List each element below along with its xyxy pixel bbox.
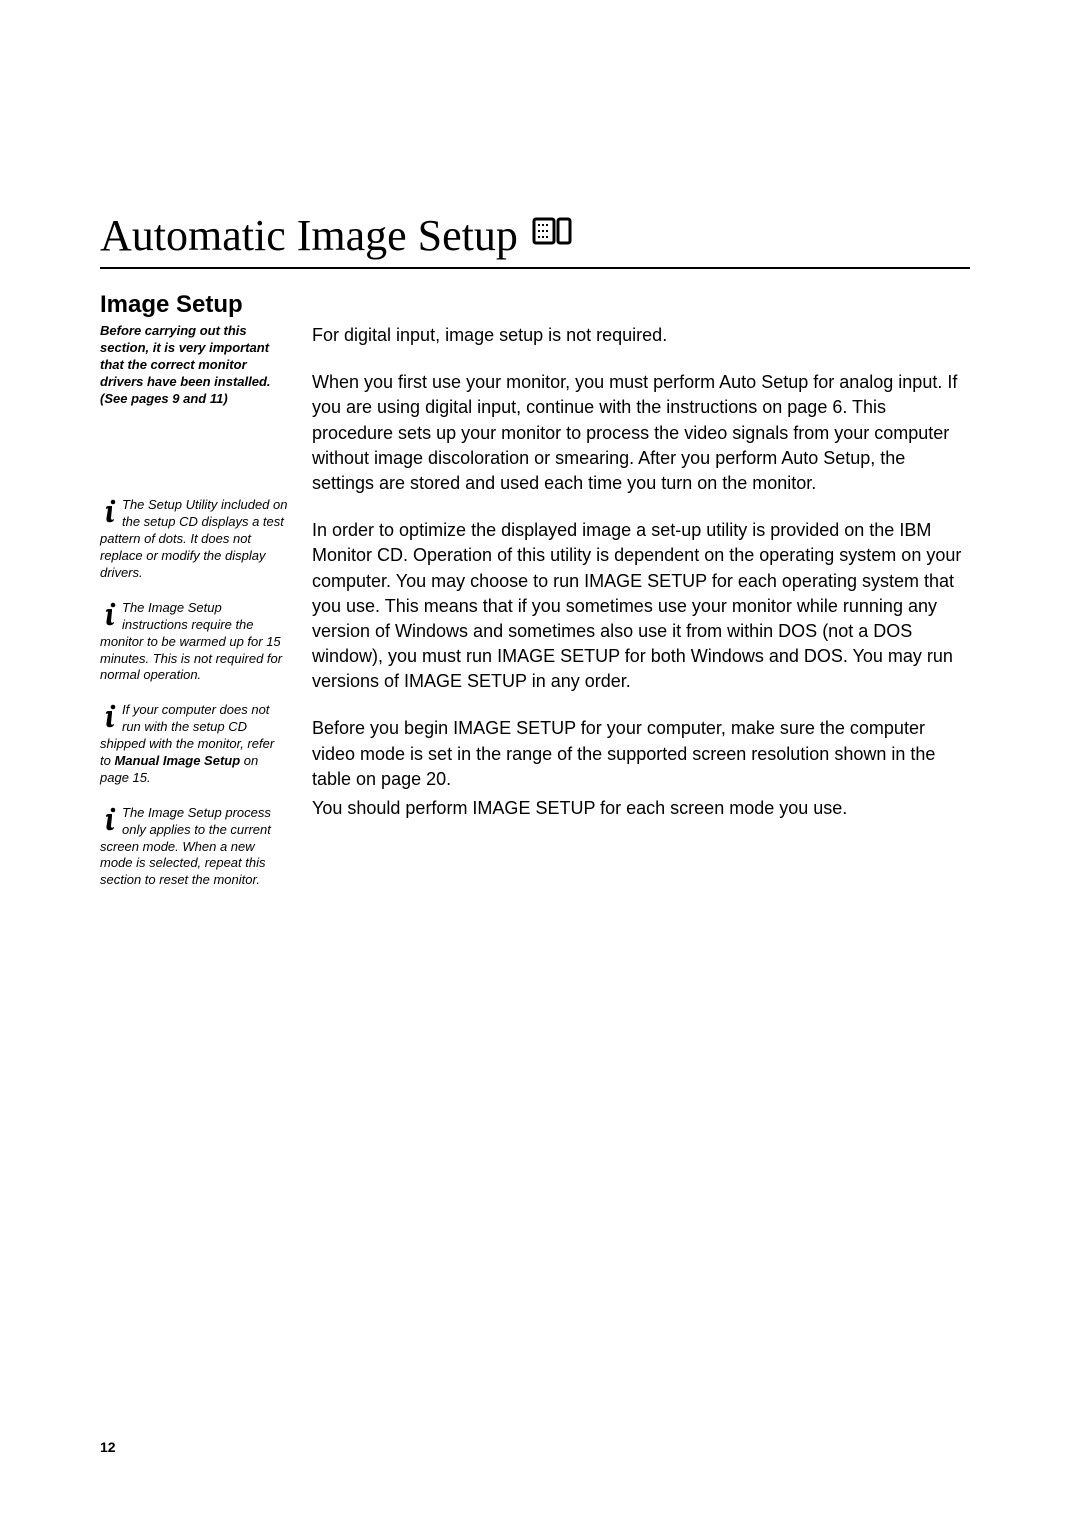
sidebar-note-text: The Image Setup process only applies to … bbox=[100, 805, 271, 888]
section-subtitle: Image Setup bbox=[100, 291, 970, 319]
sidebar-note-text: The Image Setup instructions require the… bbox=[100, 600, 282, 683]
sidebar-warning: Before carrying out this section, it is … bbox=[100, 323, 288, 407]
info-icon bbox=[100, 499, 120, 525]
sidebar-note: If your computer does not run with the s… bbox=[100, 702, 288, 786]
info-icon bbox=[100, 807, 120, 833]
info-icon bbox=[100, 602, 120, 628]
info-icon bbox=[100, 704, 120, 730]
sidebar-note: The Image Setup process only applies to … bbox=[100, 805, 288, 889]
sidebar-note-text: If your computer does not run with the s… bbox=[100, 702, 274, 785]
image-setup-icon bbox=[532, 215, 572, 256]
sidebar-note-text: The Setup Utility included on the setup … bbox=[100, 497, 287, 580]
paragraph: In order to optimize the displayed image… bbox=[312, 518, 970, 694]
paragraph: Before you begin IMAGE SETUP for your co… bbox=[312, 716, 970, 792]
title-row: Automatic Image Setup bbox=[100, 210, 970, 269]
sidebar-note: The Image Setup instructions require the… bbox=[100, 600, 288, 684]
note-bold: Manual Image Setup bbox=[114, 753, 240, 768]
sidebar-note: The Setup Utility included on the setup … bbox=[100, 497, 288, 581]
content-columns: Before carrying out this section, it is … bbox=[100, 323, 970, 907]
paragraph: For digital input, image setup is not re… bbox=[312, 323, 970, 348]
sidebar: Before carrying out this section, it is … bbox=[100, 323, 288, 907]
page-title: Automatic Image Setup bbox=[100, 210, 518, 261]
paragraph: When you first use your monitor, you mus… bbox=[312, 370, 970, 496]
manual-page: Automatic Image Setup Image Setup Before… bbox=[0, 0, 1080, 1525]
page-number: 12 bbox=[100, 1439, 116, 1455]
main-content: For digital input, image setup is not re… bbox=[312, 323, 970, 907]
paragraph: You should perform IMAGE SETUP for each … bbox=[312, 796, 970, 821]
